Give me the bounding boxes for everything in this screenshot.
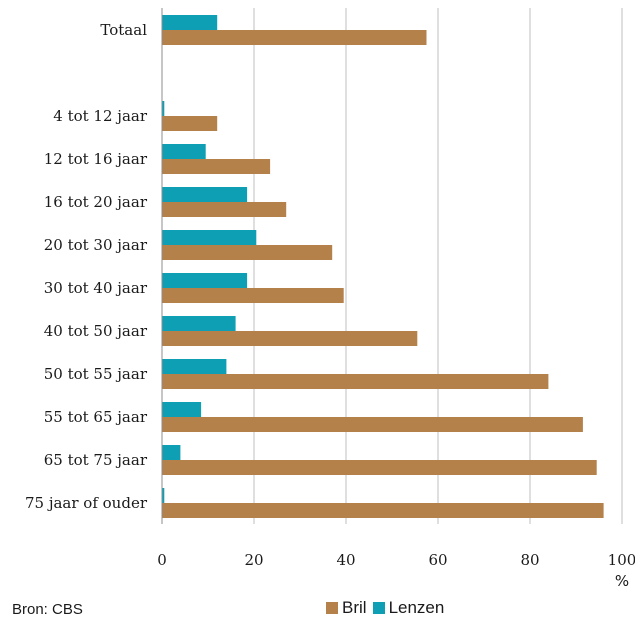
bar-bril-0 xyxy=(162,30,427,45)
category-label-9: 55 tot 65 jaar xyxy=(44,408,148,426)
source-note: Bron: CBS xyxy=(12,601,83,618)
x-tick-label-60: 60 xyxy=(428,551,447,569)
x-tick-label-80: 80 xyxy=(520,551,539,569)
category-label-3: 12 tot 16 jaar xyxy=(44,150,148,168)
legend-item-bril: Bril xyxy=(326,598,367,618)
bar-bril-2 xyxy=(162,116,218,131)
x-tick-label-100: 100 xyxy=(608,551,635,569)
bar-bril-9 xyxy=(162,417,583,432)
legend-swatch-lenzen xyxy=(372,602,385,614)
x-tick-label-40: 40 xyxy=(336,551,355,569)
bar-bril-5 xyxy=(162,245,333,260)
bar-bril-3 xyxy=(162,159,271,174)
bar-lenzen-7 xyxy=(162,316,236,331)
bar-lenzen-10 xyxy=(162,445,181,460)
bar-lenzen-8 xyxy=(162,359,227,374)
legend: Bril Lenzen xyxy=(326,598,450,618)
category-label-6: 30 tot 40 jaar xyxy=(44,279,148,297)
bar-lenzen-6 xyxy=(162,273,248,288)
bar-lenzen-4 xyxy=(162,187,248,202)
x-tick-label-0: 0 xyxy=(157,551,167,569)
bar-lenzen-9 xyxy=(162,402,202,417)
category-label-10: 65 tot 75 jaar xyxy=(44,451,148,469)
bar-lenzen-11 xyxy=(162,488,165,503)
bar-lenzen-5 xyxy=(162,230,257,245)
category-label-5: 20 tot 30 jaar xyxy=(44,236,148,254)
x-unit-label: % xyxy=(615,572,629,590)
bar-bril-11 xyxy=(162,503,604,518)
bar-bril-6 xyxy=(162,288,344,303)
bar-bril-4 xyxy=(162,202,287,217)
legend-swatch-bril xyxy=(326,602,338,614)
bar-bril-7 xyxy=(162,331,418,346)
category-label-7: 40 tot 50 jaar xyxy=(44,322,148,340)
x-tick-label-20: 20 xyxy=(244,551,263,569)
category-label-2: 4 tot 12 jaar xyxy=(53,107,148,125)
category-label-0: Totaal xyxy=(100,21,147,39)
bar-lenzen-3 xyxy=(162,144,206,159)
category-label-4: 16 tot 20 jaar xyxy=(44,193,148,211)
bar-lenzen-2 xyxy=(162,101,165,116)
bar-lenzen-0 xyxy=(162,15,218,30)
category-label-8: 50 tot 55 jaar xyxy=(44,365,148,383)
category-label-11: 75 jaar of ouder xyxy=(25,494,148,512)
legend-label-bril: Bril xyxy=(342,598,367,617)
bar-bril-10 xyxy=(162,460,597,475)
bar-bril-8 xyxy=(162,374,549,389)
legend-label-lenzen: Lenzen xyxy=(388,598,445,617)
legend-item-lenzen: Lenzen xyxy=(372,598,445,618)
